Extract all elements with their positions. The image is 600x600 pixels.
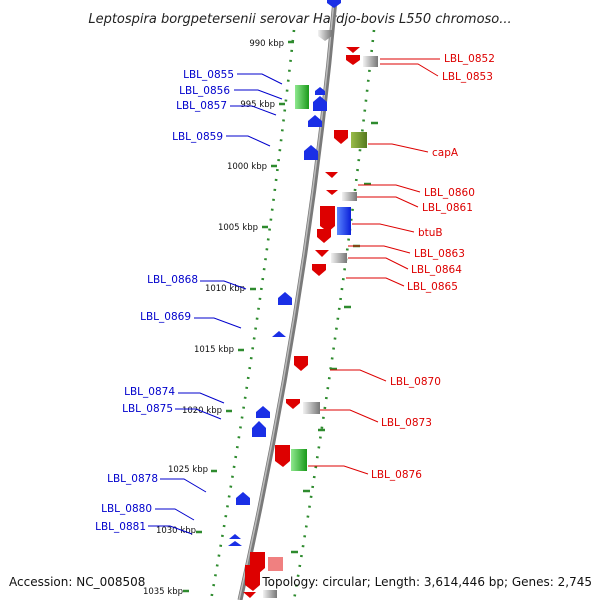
tick-label-1015: 1015 kbp bbox=[194, 345, 234, 355]
label-LBL_0868[interactable]: LBL_0868 bbox=[147, 274, 198, 286]
label-LBL_0863[interactable]: LBL_0863 bbox=[414, 248, 465, 260]
label-LBL_0856[interactable]: LBL_0856 bbox=[179, 85, 230, 97]
gene-LBL_0863[interactable] bbox=[315, 250, 329, 257]
label-LBL_0855[interactable]: LBL_0855 bbox=[183, 69, 234, 81]
gene-LBL_0857[interactable] bbox=[308, 115, 322, 127]
gene-LBL_0869[interactable] bbox=[272, 331, 286, 337]
tick-label-1035: 1035 kbp bbox=[143, 587, 183, 597]
label-LBL_0881[interactable]: LBL_0881 bbox=[95, 521, 146, 533]
label-LBL_0873[interactable]: LBL_0873 bbox=[381, 417, 432, 429]
gene-LBL_0852[interactable] bbox=[346, 47, 360, 53]
gene-LBL_0855[interactable] bbox=[313, 96, 327, 111]
label-LBL_0859[interactable]: LBL_0859 bbox=[172, 131, 223, 143]
tick-label-995: 995 kbp bbox=[240, 100, 275, 110]
gene-LBL_0878[interactable] bbox=[236, 492, 250, 505]
label-LBL_0853[interactable]: LBL_0853 bbox=[442, 71, 493, 83]
chromosome-backbone bbox=[237, 0, 338, 600]
label-LBL_0876[interactable]: LBL_0876 bbox=[371, 469, 422, 481]
gene-LBL_0875[interactable] bbox=[252, 421, 266, 437]
forward-gene-labels: LBL_0855 LBL_0856 LBL_0857 LBL_0859 LBL_… bbox=[95, 69, 234, 533]
genome-summary-text: Topology: circular; Length: 3,614,446 bp… bbox=[261, 575, 592, 589]
reverse-strand-genes bbox=[243, 30, 378, 598]
gene-LBL_0859[interactable] bbox=[304, 145, 318, 160]
gene-LBL_0876[interactable] bbox=[291, 449, 307, 471]
label-LBL_0875[interactable]: LBL_0875 bbox=[122, 403, 173, 415]
gene-LBL_0865[interactable] bbox=[312, 264, 326, 276]
left-leader-lines bbox=[148, 73, 283, 535]
left-track-border bbox=[209, 29, 296, 600]
label-LBL_0878[interactable]: LBL_0878 bbox=[107, 473, 158, 485]
gene-LBL_0868[interactable] bbox=[278, 292, 292, 305]
tick-label-1025: 1025 kbp bbox=[168, 465, 208, 475]
label-LBL_0864[interactable]: LBL_0864 bbox=[411, 264, 462, 276]
label-LBL_0860[interactable]: LBL_0860 bbox=[424, 187, 475, 199]
backbone-highlight bbox=[238, 0, 335, 600]
gene-LBL_0861[interactable] bbox=[342, 192, 357, 201]
gene-LBL_0880[interactable] bbox=[229, 534, 241, 539]
gene-LBL_0870[interactable] bbox=[294, 356, 308, 371]
tick-label-1030: 1030 kbp bbox=[156, 526, 196, 536]
accession-text: Accession: NC_008508 bbox=[9, 575, 145, 589]
label-LBL_0861[interactable]: LBL_0861 bbox=[422, 202, 473, 214]
label-LBL_0852[interactable]: LBL_0852 bbox=[444, 53, 495, 65]
label-LBL_0880[interactable]: LBL_0880 bbox=[101, 503, 152, 515]
chromosome-title: Leptospira borgpetersenii serovar Hardjo… bbox=[88, 12, 511, 27]
gene-LBL_0864[interactable] bbox=[331, 253, 347, 263]
gene-LBL_0881[interactable] bbox=[228, 541, 242, 546]
right-track-border bbox=[292, 29, 376, 600]
label-LBL_0874[interactable]: LBL_0874 bbox=[124, 386, 175, 398]
gene-btuB[interactable] bbox=[320, 206, 335, 232]
gene-btuB-track[interactable] bbox=[337, 207, 351, 235]
gene-LBL_0873[interactable] bbox=[303, 402, 320, 414]
kbp-tick-marks bbox=[183, 40, 378, 593]
right-leader-lines bbox=[308, 58, 440, 475]
tick-label-1010: 1010 kbp bbox=[205, 284, 245, 294]
label-LBL_0870[interactable]: LBL_0870 bbox=[390, 376, 441, 388]
tick-label-990: 990 kbp bbox=[249, 39, 284, 49]
label-LBL_0865[interactable]: LBL_0865 bbox=[407, 281, 458, 293]
label-capA[interactable]: capA bbox=[432, 147, 459, 159]
label-LBL_0869[interactable]: LBL_0869 bbox=[140, 311, 191, 323]
gene-LBL_0874[interactable] bbox=[256, 406, 270, 418]
tick-label-1005: 1005 kbp bbox=[218, 223, 258, 233]
label-btuB[interactable]: btuB bbox=[418, 227, 443, 239]
reverse-gene-labels: LBL_0852 LBL_0853 capA LBL_0860 LBL_0861… bbox=[371, 53, 495, 481]
tick-label-1000: 1000 kbp bbox=[227, 162, 267, 172]
forward-strand-genes bbox=[228, 0, 351, 546]
gene-capA[interactable] bbox=[351, 132, 367, 148]
label-LBL_0857[interactable]: LBL_0857 bbox=[176, 100, 227, 112]
gene-LBL_0856[interactable] bbox=[295, 85, 309, 109]
gene-LBL_0860[interactable] bbox=[325, 172, 338, 178]
gene-LBL_0853[interactable] bbox=[363, 56, 378, 67]
